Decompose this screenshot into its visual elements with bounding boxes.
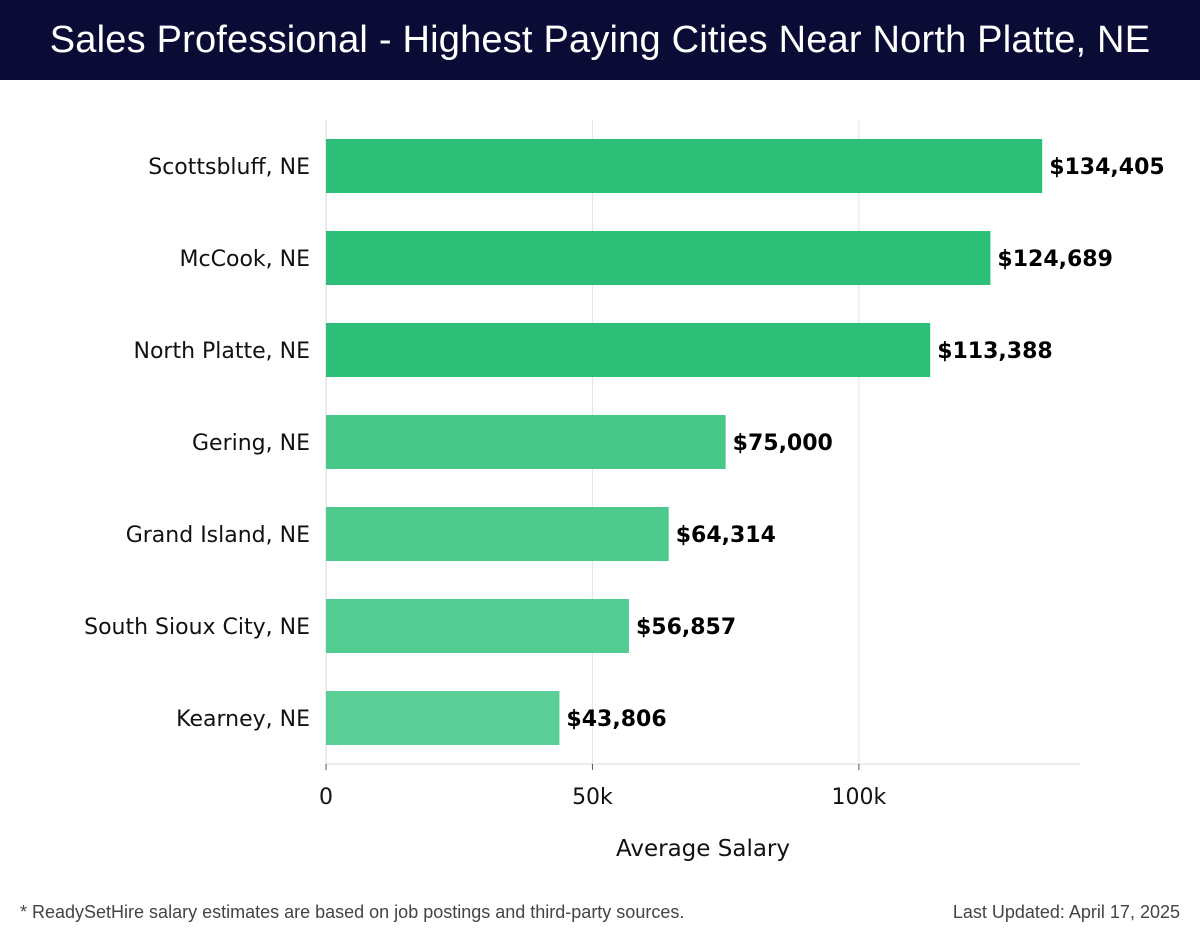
footer-note: * ReadySetHire salary estimates are base… [20,902,685,922]
footer-updated: Last Updated: April 17, 2025 [952,902,1180,922]
category-label: Scottsbluff, NE [148,155,310,180]
category-label: Kearney, NE [176,707,310,732]
bar [326,415,726,469]
category-label: Grand Island, NE [126,523,310,548]
bar [326,507,669,561]
value-label: $64,314 [676,523,776,548]
bar-chart: 0 50k 100k Average Salary Scottsbluff, NE $13… [84,120,1165,862]
x-tick-label: 0 [319,785,333,810]
value-label: $134,405 [1049,155,1165,180]
chart-header: Sales Professional - Highest Paying Citi… [0,0,1200,80]
value-label: $43,806 [566,707,666,732]
x-tick-label: 50k [572,785,613,810]
value-label: $75,000 [733,431,833,456]
bar [326,323,931,377]
category-label: Gering, NE [192,431,310,456]
chart-title: Sales Professional - Highest Paying Citi… [49,18,1151,61]
value-label: $56,857 [636,615,736,640]
bar [326,139,1043,193]
bar [326,691,560,745]
bar [326,599,629,653]
x-tick-label: 100k [831,785,886,810]
category-label: North Platte, NE [133,339,310,364]
bar [326,231,991,285]
value-label: $113,388 [937,339,1053,364]
x-axis-title: Average Salary [616,836,790,862]
category-label: McCook, NE [180,247,310,272]
category-label: South Sioux City, NE [84,615,310,640]
value-label: $124,689 [997,247,1113,272]
